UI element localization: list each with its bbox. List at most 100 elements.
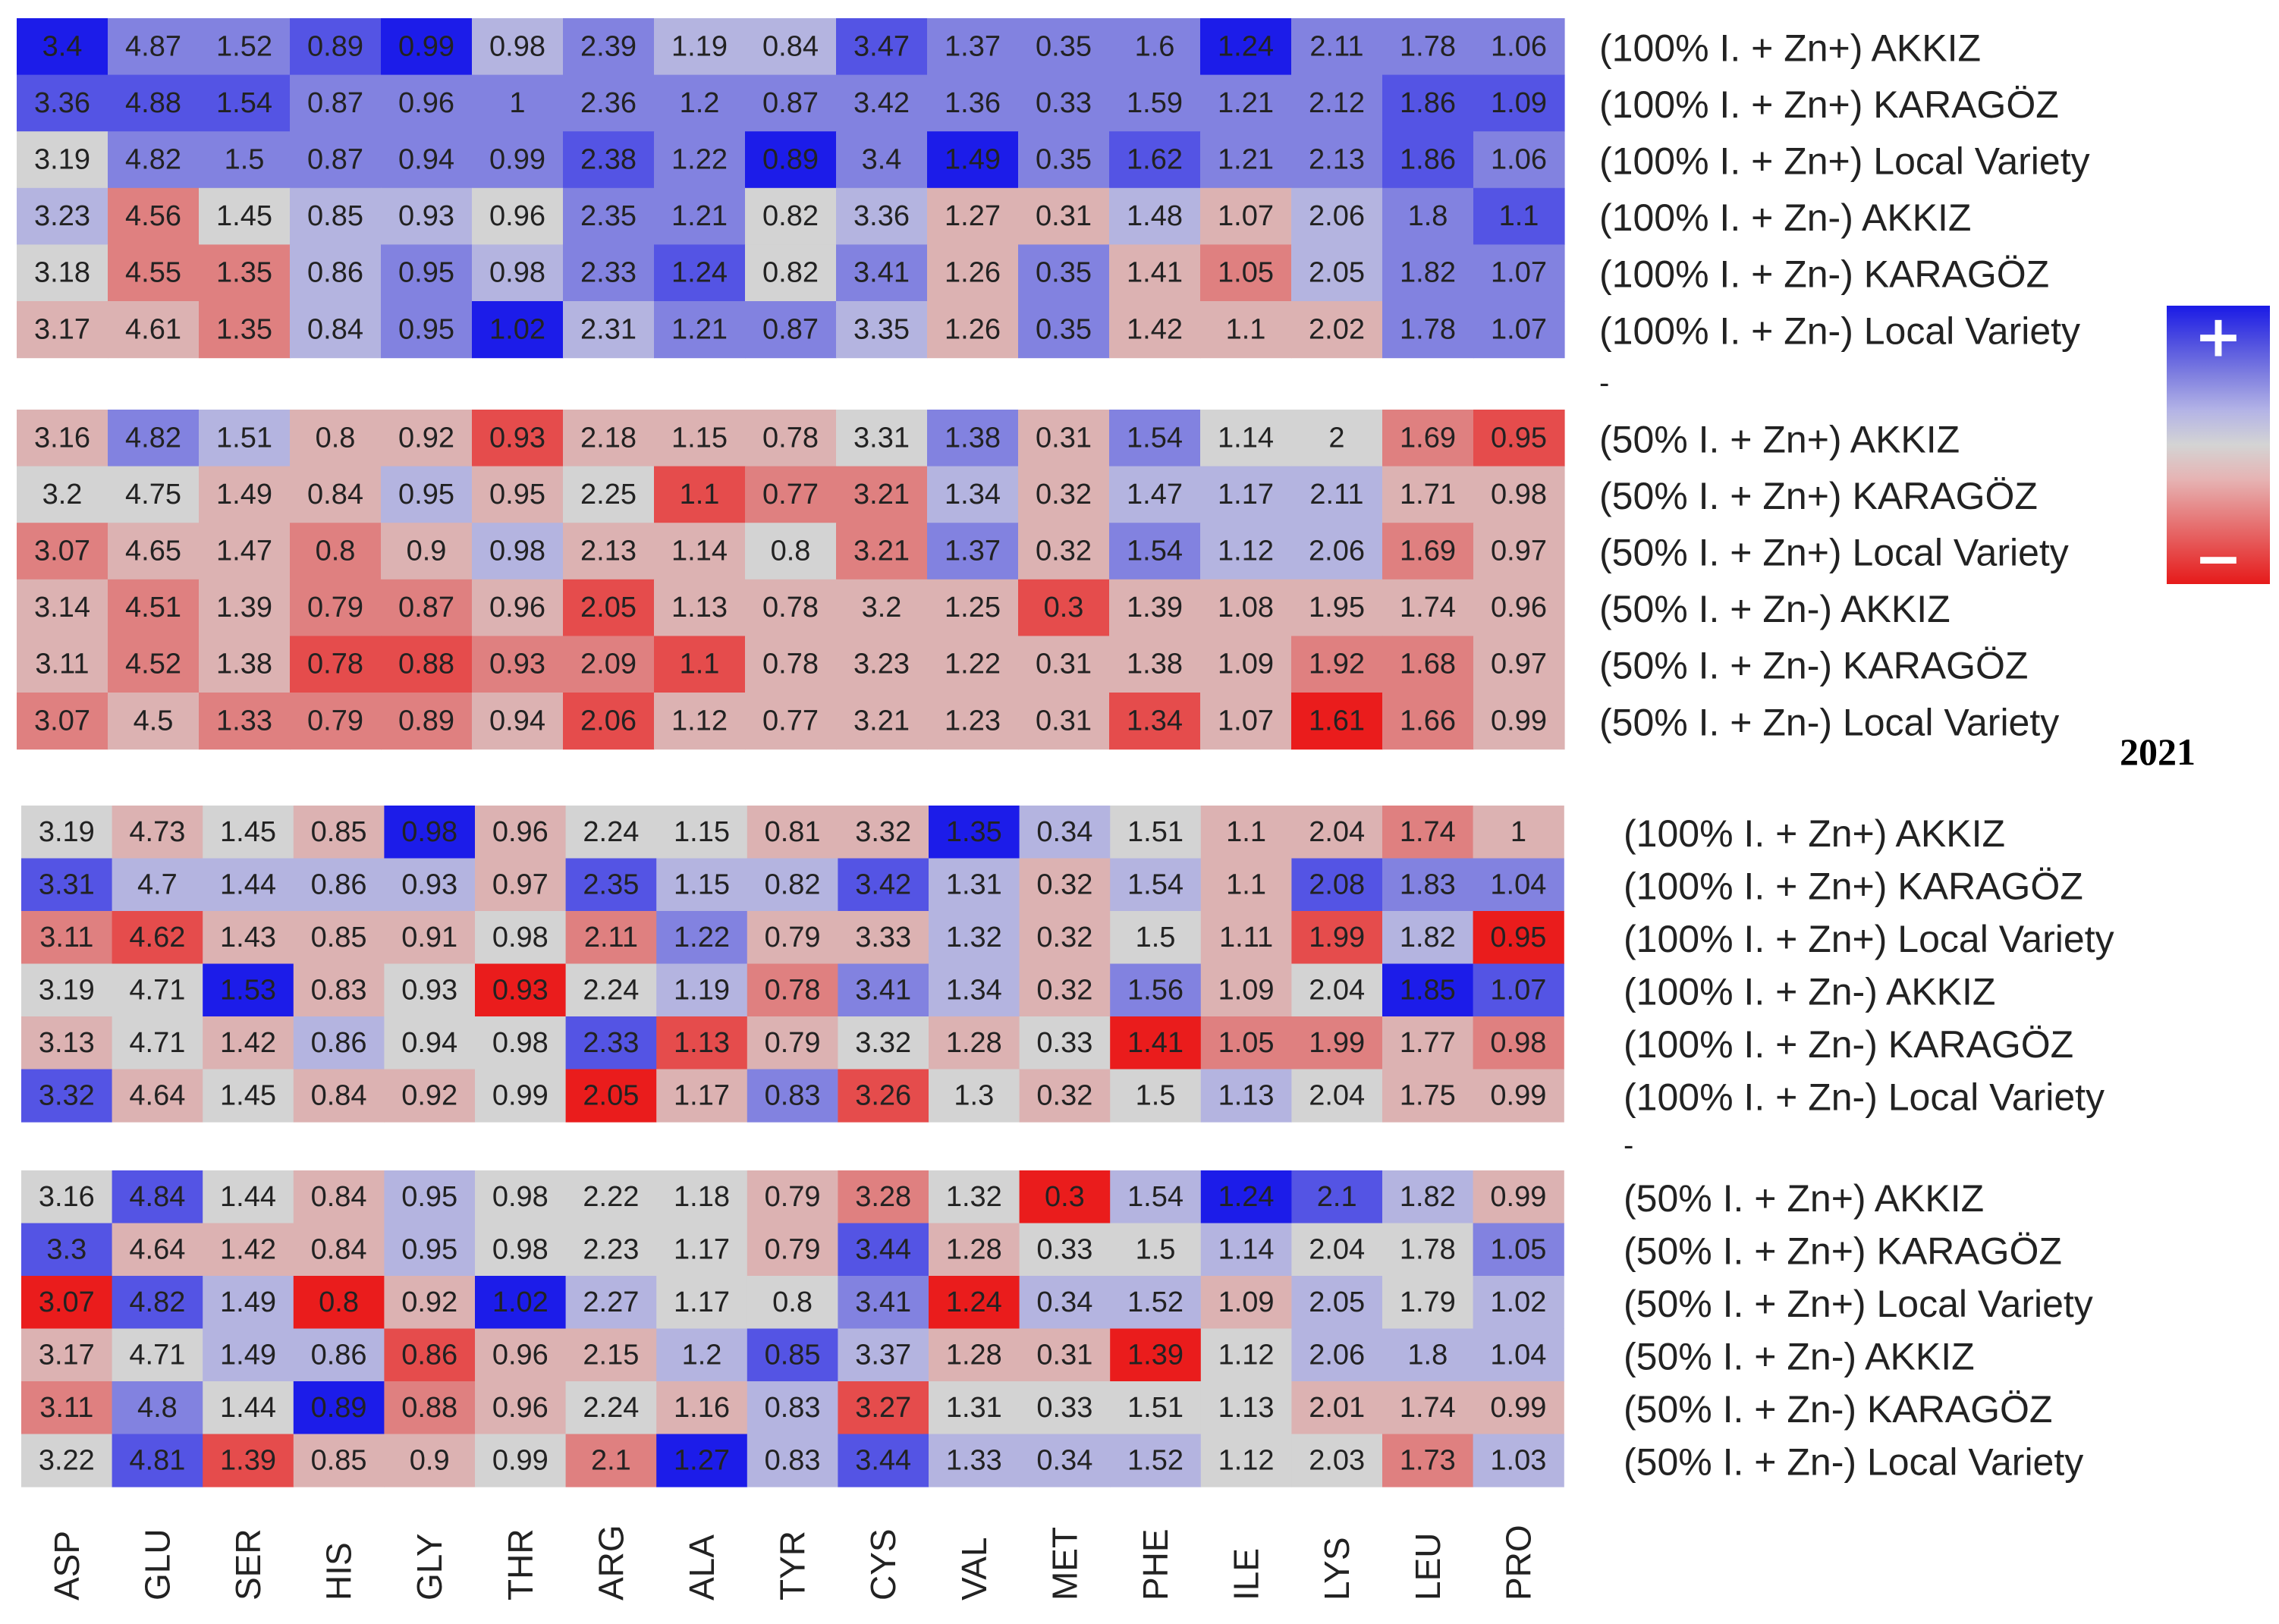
cell-value: 1.14: [1218, 1233, 1275, 1265]
heatmap-cell: [1473, 301, 1565, 359]
heatmap-cell: [1291, 18, 1383, 76]
cell-value: 1.49: [216, 479, 272, 510]
cell-value: 0.31: [1036, 422, 1092, 454]
heatmap-cell: [745, 18, 837, 76]
cell-value: 0.35: [1036, 144, 1092, 176]
cell-value: 2.35: [580, 200, 637, 232]
cell-value: 1.69: [1400, 422, 1456, 454]
cell-value: 1.45: [220, 816, 276, 848]
cell-value: 0.96: [492, 816, 549, 848]
cell-value: 1.28: [946, 1027, 1002, 1059]
heatmap-cell: [1109, 579, 1201, 636]
cell-value: 1.38: [945, 422, 1001, 454]
heatmap-cell: [1382, 131, 1474, 189]
cell-value: 3.42: [855, 869, 911, 900]
cell-value: 0.78: [307, 649, 363, 680]
heatmap-cell: [1291, 1381, 1383, 1435]
heatmap-cell: [1382, 1328, 1474, 1382]
heatmap-cell: [747, 1223, 838, 1277]
heatmap-cell: [745, 131, 837, 189]
cell-value: 0.9: [410, 1444, 450, 1476]
column-label: ARG: [591, 1525, 630, 1600]
cell-value: 2.11: [584, 922, 638, 953]
heatmap-cell: [21, 1016, 113, 1070]
heatmap-cell: [1382, 1016, 1474, 1070]
cell-value: 1.5: [1136, 1233, 1176, 1265]
heatmap-cell: [21, 911, 113, 965]
cell-value: 3.19: [39, 816, 95, 848]
cell-value: 0.99: [398, 30, 454, 62]
cell-value: 1.42: [1127, 313, 1183, 345]
cell-value: 0.89: [311, 1392, 367, 1424]
heatmap-cell: [1200, 636, 1292, 693]
cell-value: 1.1: [1226, 313, 1266, 345]
heatmap-cell: [21, 1276, 113, 1330]
cell-value: 1.38: [1127, 649, 1183, 680]
cell-value: 0.34: [1036, 1444, 1092, 1476]
heatmap-cell: [836, 301, 928, 359]
row-label: (50% I. + Zn+) Local Variety: [1624, 1283, 2093, 1325]
heatmap-cell: [1019, 1276, 1111, 1330]
heatmap-cell: [1109, 466, 1201, 523]
cell-value: 3.11: [39, 1392, 93, 1424]
heatmap-cell: [384, 1276, 476, 1330]
row-label: (100% I. + Zn-) Local Variety: [1599, 309, 2080, 352]
heatmap-cell: [1200, 301, 1292, 359]
cell-value: 4.84: [129, 1181, 185, 1213]
cell-value: 1.09: [1218, 649, 1274, 680]
heatmap-cell: [290, 244, 382, 302]
cell-value: 0.31: [1036, 200, 1092, 232]
cell-value: 0.86: [311, 1027, 367, 1059]
heatmap-cell: [203, 1170, 294, 1224]
heatmap-cell: [747, 963, 838, 1017]
cell-value: 1.21: [671, 313, 728, 345]
cell-value: 2.05: [1309, 257, 1365, 289]
cell-value: 2.04: [1309, 1233, 1365, 1265]
heatmap-cell: [747, 1170, 838, 1224]
heatmap-cell: [293, 1223, 385, 1277]
cell-value: 0.88: [398, 649, 454, 680]
heatmap-cell: [199, 18, 291, 76]
heatmap-cell: [1200, 1069, 1292, 1123]
cell-value: 0.87: [398, 592, 454, 624]
cell-value: 0.99: [489, 144, 545, 176]
cell-value: 0.92: [401, 1079, 457, 1111]
cell-value: 3.4: [862, 144, 902, 176]
heatmap-cell: [1291, 187, 1383, 245]
cell-value: 1.02: [1490, 1286, 1546, 1318]
heatmap-cell: [203, 1328, 294, 1382]
heatmap-cell: [563, 187, 655, 245]
heatmap-cell: [929, 911, 1020, 965]
heatmap-cell: [472, 636, 564, 693]
cell-value: 1.05: [1218, 1027, 1275, 1059]
heatmap-cell: [290, 131, 382, 189]
cell-value: 3.17: [39, 1339, 95, 1371]
column-label: GLU: [137, 1528, 177, 1600]
heatmap-cell: [1109, 187, 1201, 245]
heatmap-cell: [293, 1276, 385, 1330]
heatmap-cell: [1018, 523, 1110, 580]
heatmap-cell: [838, 911, 929, 965]
cell-value: 3.47: [853, 30, 910, 62]
cell-value: 1.21: [1218, 144, 1274, 176]
cell-value: 1.61: [1309, 705, 1365, 737]
heatmap-cell: [1382, 806, 1474, 859]
row-label: (100% I. + Zn+) AKKIZ: [1624, 812, 2005, 855]
cell-value: 0.96: [398, 87, 454, 119]
heatmap-cell: [17, 636, 108, 693]
heatmap-cell: [1473, 18, 1565, 76]
heatmap-cell: [654, 244, 746, 302]
cell-value: 2.02: [1309, 313, 1365, 345]
cell-value: 1.07: [1491, 313, 1547, 345]
heatmap-cell: [656, 1381, 748, 1435]
heatmap-cell: [1110, 1016, 1202, 1070]
cell-value: 0.99: [492, 1079, 549, 1111]
heatmap-cell: [1473, 131, 1565, 189]
heatmap-cell: [656, 1276, 748, 1330]
cell-value: 0.94: [398, 144, 454, 176]
heatmap-cell: [836, 523, 928, 580]
column-label: TYR: [773, 1531, 813, 1600]
cell-value: 0.88: [401, 1392, 457, 1424]
cell-value: 2.05: [1309, 1286, 1365, 1318]
heatmap-cell: [836, 74, 928, 132]
